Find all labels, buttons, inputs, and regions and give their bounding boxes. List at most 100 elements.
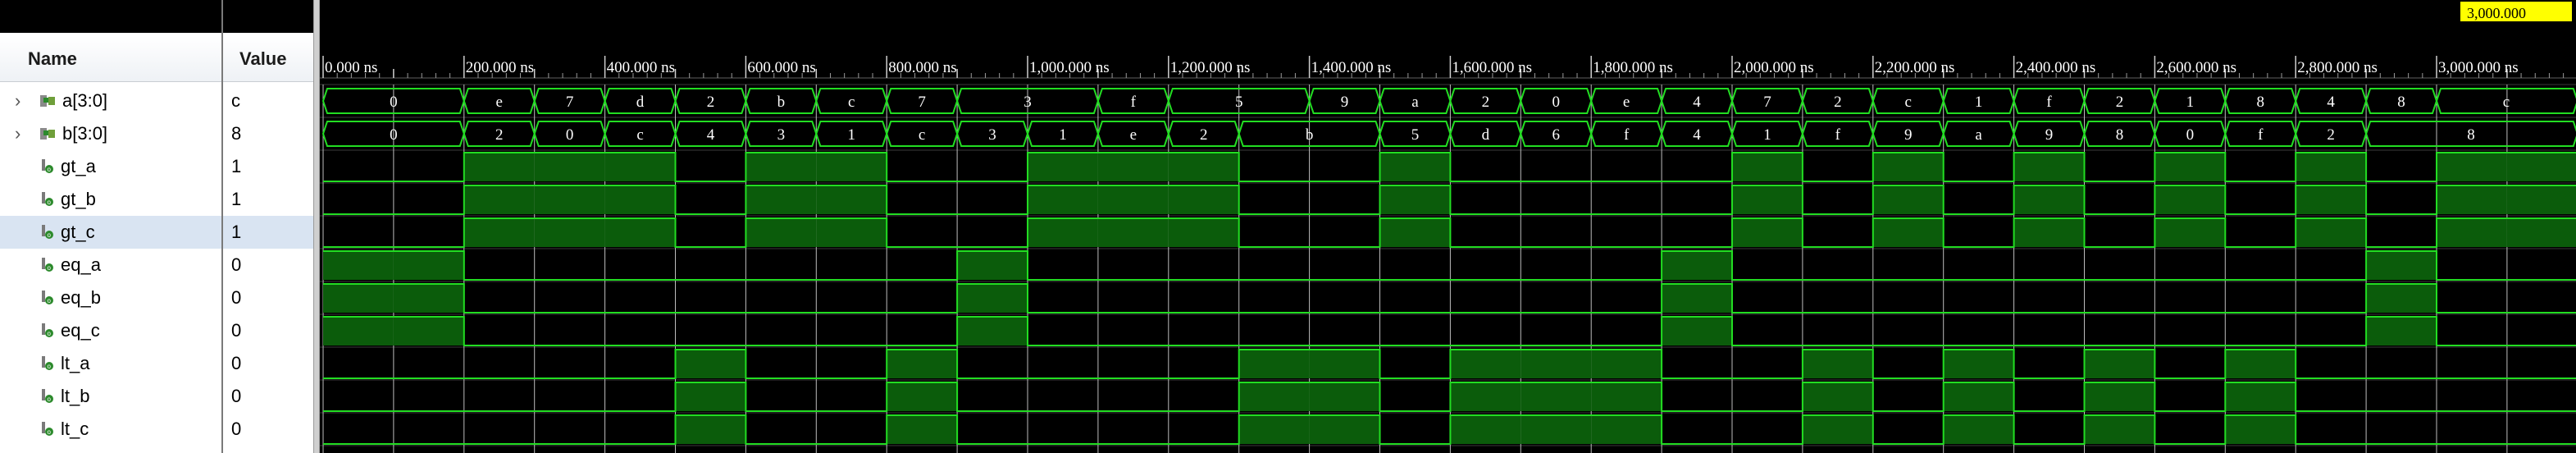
lt-8-waveform bbox=[323, 414, 2576, 445]
a-bus-segment bbox=[2365, 88, 2438, 114]
a-bus-value: c bbox=[848, 94, 855, 111]
b-bus-segment bbox=[1379, 121, 1452, 147]
b-bus-value: 4 bbox=[1693, 126, 1701, 144]
svg-text:o: o bbox=[48, 297, 52, 304]
signal-value: 1 bbox=[231, 156, 242, 176]
eq-3-high-region bbox=[393, 251, 464, 280]
ruler-tick-label: 3,000.000 ns bbox=[2438, 59, 2519, 76]
gt-2-high-region bbox=[1732, 218, 1803, 247]
a-bus-value: 0 bbox=[390, 94, 398, 111]
a-bus-segment bbox=[1590, 88, 1663, 114]
signal-row-gt_b[interactable]: ›ogt_b bbox=[0, 183, 221, 216]
signal-row-lt_b[interactable]: ›olt_b bbox=[0, 380, 221, 413]
b-bus-value: a bbox=[1975, 126, 1982, 144]
ruler-tick-label: 400.000 ns bbox=[607, 59, 675, 76]
b-bus-segment bbox=[2154, 121, 2227, 147]
lt-8-high-region bbox=[1591, 415, 1662, 444]
a-bus-segment bbox=[1097, 88, 1169, 114]
signal-name: a[3:0] bbox=[62, 90, 108, 111]
a-bus-value: 1 bbox=[1975, 94, 1983, 111]
gt-0-high-region bbox=[1872, 153, 1944, 181]
signal-row-b30[interactable]: › b[3:0] bbox=[0, 117, 221, 150]
eq-4-high-region bbox=[2366, 284, 2437, 313]
signal-name: lt_c bbox=[61, 419, 89, 439]
panel-splitter[interactable] bbox=[313, 0, 320, 453]
eq-5-high-region bbox=[1662, 317, 1732, 345]
gt-0-high-region bbox=[1168, 153, 1239, 181]
a-bus-value: 8 bbox=[2397, 94, 2405, 111]
b-bus-segment bbox=[1238, 121, 1381, 147]
a-bus-value: e bbox=[496, 94, 503, 111]
a-bus-segment bbox=[1520, 88, 1593, 114]
signal-value: c bbox=[231, 90, 240, 111]
signal-value: 0 bbox=[231, 386, 242, 406]
lt-7-high-region bbox=[1309, 382, 1380, 411]
signal-row-lt_c[interactable]: ›olt_c bbox=[0, 413, 221, 446]
signal-name: eq_a bbox=[61, 254, 101, 275]
b-bus-value: 3 bbox=[988, 126, 996, 144]
value-column-header[interactable]: Value bbox=[223, 36, 313, 82]
signal-row-eq_c[interactable]: ›oeq_c bbox=[0, 314, 221, 347]
ruler-tick-label: 1,000.000 ns bbox=[1029, 59, 1110, 76]
gt-1-high-region bbox=[2437, 185, 2507, 214]
bus-signal-icon bbox=[39, 94, 57, 108]
bit-signal-icon: o bbox=[39, 290, 56, 306]
lt-6-high-region bbox=[2225, 350, 2296, 378]
bit-signal-icon: o bbox=[39, 355, 56, 372]
lt-7-high-region bbox=[1591, 382, 1662, 411]
lt-8-high-region bbox=[1802, 415, 1873, 444]
a-bus-value: f bbox=[2046, 94, 2052, 111]
a-bus-segment bbox=[815, 88, 888, 114]
lt-7-high-region bbox=[2225, 382, 2296, 411]
signal-row-eq_b[interactable]: ›oeq_b bbox=[0, 281, 221, 314]
ruler-tick-label: 2,400.000 ns bbox=[2016, 59, 2096, 76]
b-bus-value: d bbox=[1482, 126, 1490, 144]
expand-chevron-icon[interactable]: › bbox=[15, 90, 21, 111]
b-bus-value: e bbox=[1130, 126, 1137, 144]
time-cursor-label: 3,000.000 bbox=[2467, 5, 2526, 21]
gt-2-high-region bbox=[604, 218, 676, 247]
a-bus-value: 4 bbox=[1693, 94, 1701, 111]
b-bus-segment bbox=[1167, 121, 1240, 147]
gt-2-waveform bbox=[323, 217, 2576, 248]
signal-name: gt_b bbox=[61, 189, 96, 209]
b-bus-segment bbox=[1730, 121, 1803, 147]
bit-signal-icon: o bbox=[39, 257, 56, 273]
gt-1-high-region bbox=[1732, 185, 1803, 214]
gt-1-high-region bbox=[1028, 185, 1098, 214]
time-cursor-marker bbox=[2460, 2, 2572, 21]
b-bus-value: c bbox=[919, 126, 925, 144]
gt-2-high-region bbox=[1168, 218, 1239, 247]
gt-0-waveform bbox=[323, 152, 2576, 182]
lt-8-high-region bbox=[1521, 415, 1592, 444]
expand-chevron-icon[interactable]: › bbox=[15, 123, 21, 144]
gt-1-high-region bbox=[745, 185, 817, 214]
a-bus-value: 5 bbox=[1235, 94, 1243, 111]
ruler-tick-label: 2,200.000 ns bbox=[1875, 59, 1955, 76]
signal-row-lt_a[interactable]: ›olt_a bbox=[0, 347, 221, 380]
signal-name: lt_b bbox=[61, 386, 90, 406]
signal-row-eq_a[interactable]: ›oeq_a bbox=[0, 249, 221, 281]
a-bus-value: 0 bbox=[1552, 94, 1561, 111]
lt-8-high-region bbox=[2225, 415, 2296, 444]
eq-4-high-region bbox=[957, 284, 1028, 313]
a-bus-value: e bbox=[1623, 94, 1630, 111]
name-column-header[interactable]: Name bbox=[0, 36, 221, 82]
signal-row-gt_a[interactable]: ›ogt_a bbox=[0, 150, 221, 183]
waveform-canvas[interactable]: 0.000 ns 200.000 ns 400.000 ns 600.000 ns 80… bbox=[320, 0, 2576, 453]
b-bus-segment bbox=[1026, 121, 1099, 147]
signal-row-gt_c[interactable]: ›ogt_c bbox=[0, 216, 221, 249]
eq-3-high-region bbox=[2366, 251, 2437, 280]
a-bus-segment bbox=[886, 88, 959, 114]
signal-row-a30[interactable]: › a[3:0] bbox=[0, 85, 221, 117]
signal-name: lt_a bbox=[61, 353, 90, 373]
lt-7-high-region bbox=[1521, 382, 1592, 411]
a-bus-segment bbox=[533, 88, 606, 114]
lt-8-high-region bbox=[1309, 415, 1380, 444]
waveform-area[interactable]: 0.000 ns 200.000 ns 400.000 ns 600.000 ns 80… bbox=[320, 0, 2576, 453]
lt-6-high-region bbox=[1943, 350, 2014, 378]
lt-6-high-region bbox=[1521, 350, 1592, 378]
lt-7-high-region bbox=[675, 382, 746, 411]
a-bus-segment bbox=[1167, 88, 1311, 114]
gt-1-high-region bbox=[1097, 185, 1169, 214]
